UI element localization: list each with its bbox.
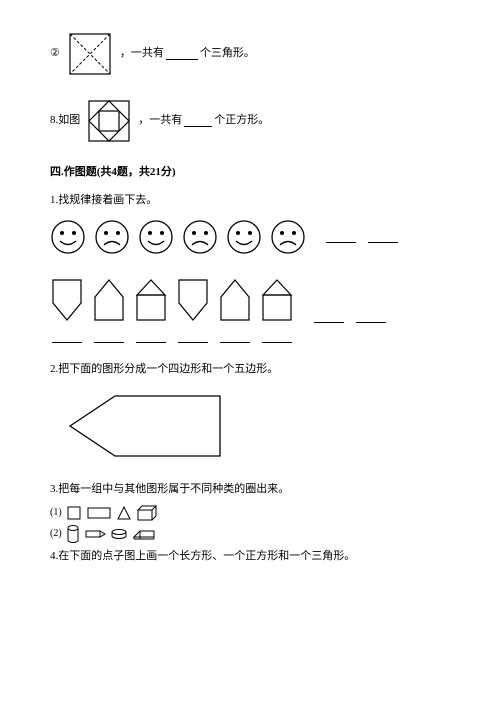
answer-blank[interactable]: [94, 331, 124, 343]
shapes-pattern-row: [50, 277, 450, 323]
answer-blank[interactable]: [368, 231, 398, 243]
happy-face-icon: [226, 219, 262, 255]
text: ，一共有: [120, 45, 164, 63]
cuboid-prism-icon[interactable]: [136, 504, 158, 522]
rectangle-icon[interactable]: [86, 505, 112, 521]
s4q3-set1: (1): [50, 504, 450, 522]
worksheet-page: { "q2circle": { "label": "②", "text_befo…: [0, 0, 500, 707]
text: 个三角形。: [200, 45, 255, 63]
pentagon-up-icon: [218, 277, 252, 323]
sad-face-icon: [270, 219, 306, 255]
nested-square-diamond: [84, 96, 134, 146]
triangle-icon[interactable]: [116, 505, 132, 521]
answer-blank[interactable]: [178, 331, 208, 343]
house-shape-icon: [134, 277, 168, 323]
s4q2-text: 2.把下面的图形分成一个四边形和一个五边形。: [50, 361, 450, 379]
answer-blank[interactable]: [314, 311, 344, 323]
pentagon-up-icon: [92, 277, 126, 323]
answer-blank[interactable]: [262, 331, 292, 343]
set-label: (2): [50, 526, 62, 542]
s4q4-text: 4.在下面的点子图上画一个长方形、一个正方形和一个三角形。: [50, 548, 450, 566]
under-shape-blanks: [50, 331, 450, 343]
s4q3-set2: (2): [50, 524, 450, 544]
square-icon[interactable]: [66, 505, 82, 521]
wedge-prism-icon[interactable]: [132, 527, 156, 541]
pentagon-down-icon: [50, 277, 84, 323]
pentagon-down-icon: [176, 277, 210, 323]
text: 个正方形。: [214, 112, 269, 130]
answer-blank[interactable]: [184, 115, 212, 127]
pentagon-to-split: [60, 391, 450, 461]
sad-face-icon: [94, 219, 130, 255]
set-label: (1): [50, 505, 62, 521]
q8-square-count: 8.如图 ，一共有 个正方形。: [50, 96, 450, 146]
text: ，一共有: [138, 112, 182, 130]
answer-blank[interactable]: [326, 231, 356, 243]
happy-face-icon: [138, 219, 174, 255]
s4q1-text: 1.找规律接着画下去。: [50, 192, 450, 210]
q-triangle-count: ② ，一共有 个三角形。: [50, 30, 450, 78]
sad-face-icon: [182, 219, 218, 255]
square-with-diagonals: [66, 30, 114, 78]
answer-blank[interactable]: [166, 48, 198, 60]
section-4-title: 四.作图题(共4题，共21分): [50, 164, 450, 182]
happy-face-icon: [50, 219, 86, 255]
cylinder-icon[interactable]: [66, 524, 80, 544]
s4q3-text: 3.把每一组中与其他图形属于不同种类的圈出来。: [50, 481, 450, 499]
answer-blank[interactable]: [136, 331, 166, 343]
q-label: ②: [50, 45, 60, 63]
pencil-icon[interactable]: [84, 528, 106, 540]
faces-pattern-row: [50, 219, 450, 255]
answer-blank[interactable]: [356, 311, 386, 323]
coin-stack-icon[interactable]: [110, 528, 128, 540]
answer-blank[interactable]: [52, 331, 82, 343]
q-label: 8.如图: [50, 112, 80, 130]
house-shape-icon: [260, 277, 294, 323]
answer-blank[interactable]: [220, 331, 250, 343]
